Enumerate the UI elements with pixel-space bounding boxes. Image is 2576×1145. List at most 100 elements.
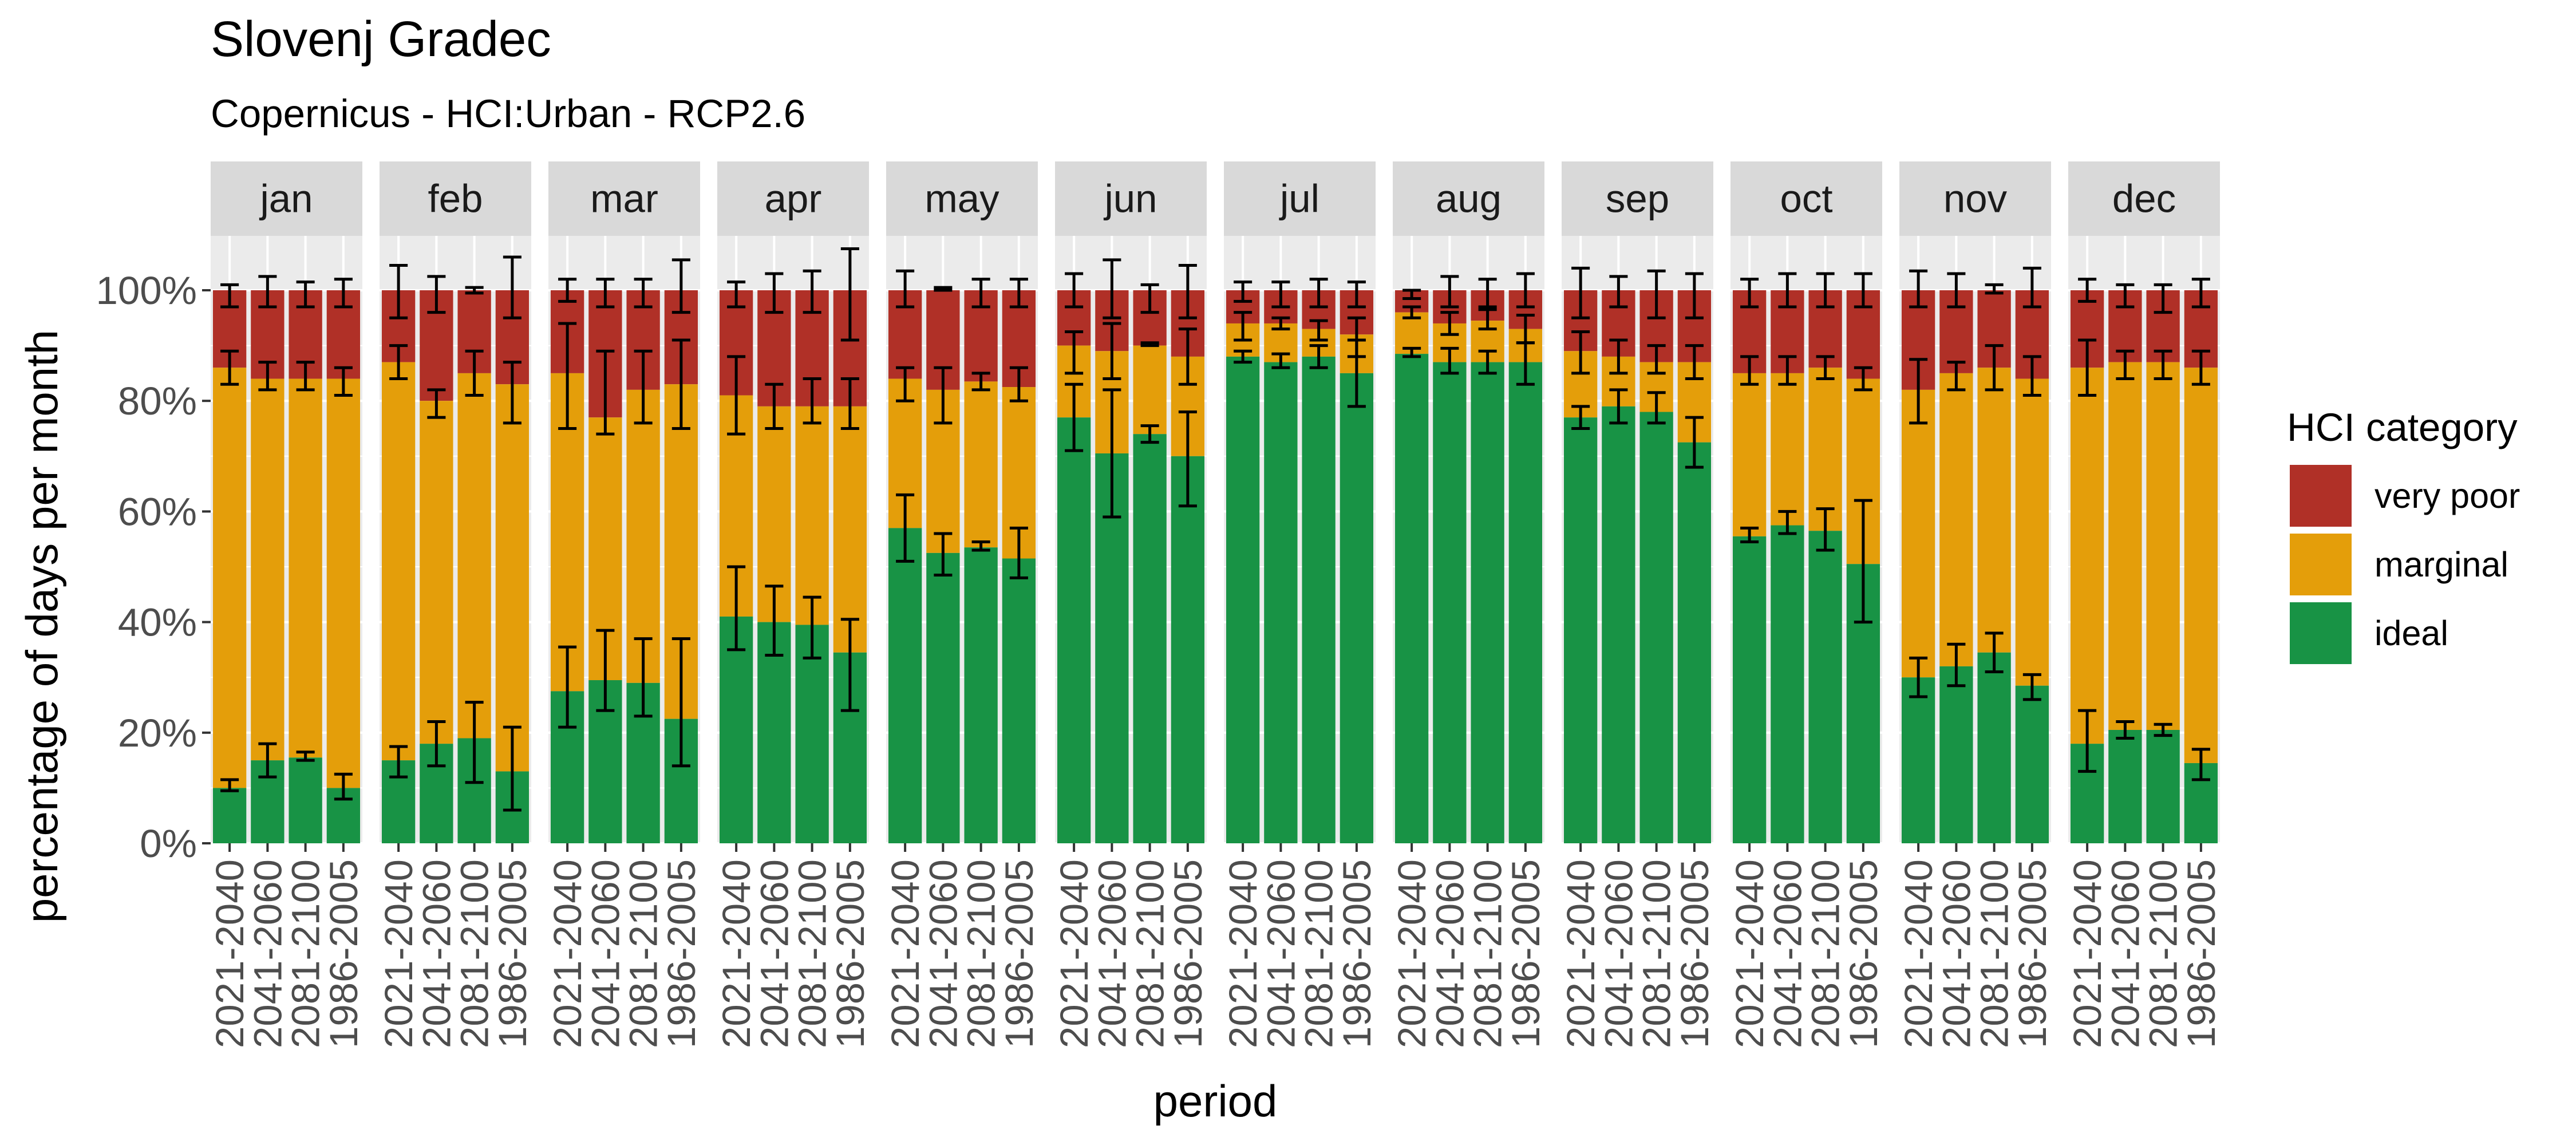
- error-bar-total: [840, 247, 859, 342]
- facet-strip-label: jan: [259, 177, 313, 221]
- bar-ideal: [964, 547, 998, 843]
- error-bar-ideal: [634, 637, 653, 718]
- x-tick-label: 2041-2060: [1597, 859, 1641, 1048]
- error-bar-ideal: [220, 778, 239, 792]
- x-tick-label: 2081-2100: [1973, 859, 2017, 1048]
- error-bar-total: [1402, 289, 1421, 300]
- x-tick-label: 1986-2005: [491, 859, 535, 1048]
- facet-strip: [1055, 161, 1207, 236]
- error-bar-marginal: [1647, 344, 1666, 375]
- y-tick-label: 0%: [140, 822, 197, 866]
- bar-marginal: [2184, 368, 2218, 763]
- x-tick-label: 2081-2100: [453, 859, 497, 1048]
- facet-strip: [1562, 161, 1713, 236]
- error-bar-ideal: [296, 751, 315, 762]
- x-tick-label: 2041-2060: [1934, 859, 1978, 1048]
- error-bar-ideal: [427, 720, 446, 768]
- bar-ideal: [1133, 434, 1167, 843]
- error-bar-ideal: [558, 645, 577, 729]
- bar-marginal: [1133, 345, 1167, 435]
- facet-strip-label: feb: [428, 177, 483, 221]
- error-bar-marginal: [558, 322, 577, 430]
- x-tick-label: 2041-2060: [2103, 859, 2147, 1048]
- facet-strip-label: nov: [1943, 177, 2008, 221]
- bar-marginal: [289, 378, 322, 758]
- y-tick-label: 80%: [118, 379, 197, 423]
- bar-ideal: [1302, 356, 1336, 843]
- bar-marginal: [795, 406, 829, 625]
- error-bar-ideal: [2022, 673, 2041, 701]
- error-bar-marginal: [427, 388, 446, 419]
- bar-ideal: [1002, 558, 1036, 843]
- error-bar-ideal: [934, 532, 953, 577]
- error-bar-ideal: [1685, 416, 1704, 469]
- error-bar-marginal: [596, 349, 615, 436]
- bar-ideal: [1677, 442, 1712, 843]
- bar-ideal: [1433, 362, 1467, 843]
- error-bar-ideal: [2116, 720, 2135, 740]
- error-bar-ideal: [1440, 346, 1459, 375]
- error-bar-ideal: [1816, 507, 1835, 552]
- error-bar-marginal: [765, 382, 784, 430]
- error-bar-total: [1909, 269, 1928, 309]
- y-axis: 0% 20% 40% 60% 80% 100%: [96, 269, 211, 866]
- facet-strip-label: may: [924, 177, 999, 221]
- error-bar-ideal: [1178, 410, 1197, 508]
- x-tick-label: 1986-2005: [1335, 859, 1379, 1048]
- error-bar-ideal: [2191, 748, 2210, 781]
- bar-marginal: [381, 362, 416, 761]
- facet-strip-label: aug: [1436, 177, 1502, 221]
- error-bar-total: [258, 275, 277, 309]
- facet-strip: [717, 161, 869, 236]
- legend-label-marginal: marginal: [2374, 545, 2508, 584]
- y-tick-label: 100%: [96, 269, 197, 313]
- x-tick-label: 2021-2040: [1559, 859, 1603, 1048]
- error-bar-marginal: [671, 338, 690, 430]
- x-tick-label: 2021-2040: [1897, 859, 1941, 1048]
- error-bar-total: [1609, 275, 1628, 309]
- facet-strip: [380, 161, 531, 236]
- x-tick-label: 2041-2060: [583, 859, 627, 1048]
- error-bar-ideal: [803, 595, 821, 660]
- bar-marginal: [1901, 389, 1935, 678]
- error-bar-marginal: [1516, 313, 1535, 345]
- x-axis-title: period: [1153, 1076, 1278, 1126]
- x-tick-label: 2081-2100: [284, 859, 328, 1048]
- error-bar-ideal: [1234, 349, 1253, 364]
- y-tick-label: 20%: [118, 711, 197, 755]
- error-bar-marginal: [2154, 349, 2172, 381]
- error-bar-total: [803, 269, 821, 314]
- x-tick-label: 2021-2040: [546, 859, 590, 1048]
- bar-ideal: [1508, 362, 1543, 843]
- facet-strip-label: apr: [765, 177, 822, 221]
- x-tick-label: 2021-2040: [714, 859, 758, 1048]
- x-tick-label: 2081-2100: [622, 859, 666, 1048]
- x-tick-label: 2041-2060: [921, 859, 965, 1048]
- facet-panels: jan2021-20402041-20602081-21001986-2005f…: [208, 161, 2223, 1048]
- error-bar-total: [1478, 278, 1497, 309]
- error-bar-marginal: [1103, 322, 1121, 381]
- error-bar-marginal: [1816, 355, 1835, 381]
- error-bar-marginal: [1065, 330, 1084, 375]
- error-bar-total: [296, 281, 315, 309]
- error-bar-total: [465, 286, 484, 295]
- x-tick-label: 2021-2040: [2065, 859, 2109, 1048]
- error-bar-marginal: [1947, 361, 1966, 392]
- error-bar-total: [1103, 258, 1121, 319]
- error-bar-marginal: [1685, 344, 1704, 381]
- error-bar-marginal: [1271, 316, 1290, 331]
- error-bar-marginal: [1985, 344, 2004, 392]
- bar-ideal: [719, 616, 753, 843]
- error-bar-ideal: [1854, 499, 1872, 624]
- error-bar-marginal: [1309, 319, 1328, 342]
- legend-key-marginal: [2287, 531, 2354, 598]
- x-tick-label: 2081-2100: [1804, 859, 1848, 1048]
- error-bar-total: [558, 278, 577, 303]
- error-bar-total: [1178, 264, 1197, 319]
- bar-ideal: [926, 552, 960, 843]
